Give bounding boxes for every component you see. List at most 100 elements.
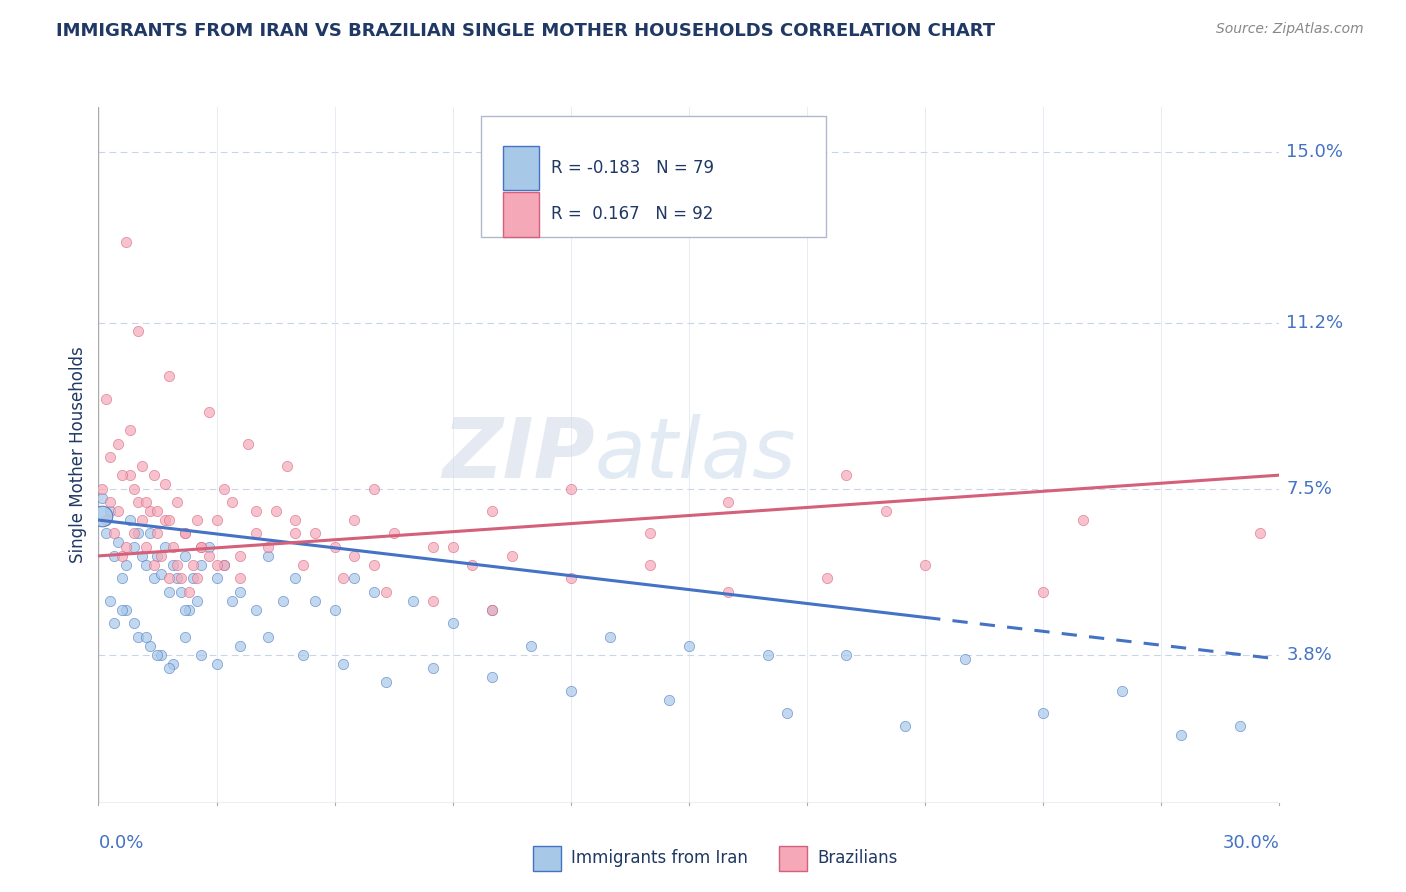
Point: [205, 571, 228, 585]
Text: 7.5%: 7.5%: [1286, 480, 1333, 498]
Text: Brazilians: Brazilians: [817, 849, 897, 867]
Point: [402, 594, 425, 608]
Point: [221, 594, 243, 608]
Point: [135, 495, 157, 509]
Text: Immigrants from Iran: Immigrants from Iran: [571, 849, 748, 867]
Point: [142, 571, 165, 585]
Point: [461, 558, 484, 572]
Point: [122, 526, 145, 541]
Point: [304, 594, 326, 608]
Point: [122, 616, 145, 631]
Point: [155, 540, 177, 554]
Point: [1249, 526, 1271, 541]
Point: [127, 495, 149, 509]
Point: [1032, 584, 1054, 599]
Point: [135, 630, 157, 644]
Text: ZIP: ZIP: [441, 415, 595, 495]
Point: [638, 526, 661, 541]
Point: [190, 540, 212, 554]
Point: [332, 571, 354, 585]
Point: [174, 630, 197, 644]
Point: [157, 513, 180, 527]
Point: [96, 513, 118, 527]
Point: [146, 549, 169, 563]
Point: [197, 549, 219, 563]
Point: [363, 482, 385, 496]
Point: [157, 369, 180, 384]
Point: [146, 526, 169, 541]
Point: [1111, 683, 1133, 698]
Point: [157, 661, 180, 675]
Text: R =  0.167   N = 92: R = 0.167 N = 92: [551, 205, 713, 224]
Point: [363, 558, 385, 572]
Point: [256, 630, 278, 644]
Point: [323, 603, 346, 617]
Point: [186, 571, 208, 585]
Point: [142, 558, 165, 572]
Point: [181, 571, 204, 585]
Point: [264, 504, 287, 518]
Point: [221, 495, 243, 509]
Point: [135, 558, 157, 572]
Point: [1170, 729, 1192, 743]
Point: [115, 558, 138, 572]
Point: [256, 549, 278, 563]
Point: [229, 584, 252, 599]
Y-axis label: Single Mother Households: Single Mother Households: [69, 347, 87, 563]
Point: [157, 571, 180, 585]
Point: [717, 495, 740, 509]
Point: [304, 526, 326, 541]
Point: [131, 513, 153, 527]
Point: [150, 549, 173, 563]
Point: [332, 657, 354, 671]
Point: [658, 692, 681, 706]
Point: [284, 526, 307, 541]
Point: [138, 504, 160, 518]
Point: [177, 603, 200, 617]
Point: [273, 594, 295, 608]
Point: [111, 468, 134, 483]
Point: [155, 513, 177, 527]
Point: [118, 513, 141, 527]
Text: 0.0%: 0.0%: [98, 834, 143, 852]
Point: [236, 436, 259, 450]
Point: [245, 504, 267, 518]
Point: [1071, 513, 1094, 527]
Point: [122, 482, 145, 496]
Point: [170, 571, 193, 585]
Point: [107, 436, 129, 450]
Point: [422, 661, 444, 675]
Point: [245, 526, 267, 541]
Point: [197, 405, 219, 419]
Point: [276, 459, 298, 474]
Point: [560, 482, 582, 496]
Point: [1032, 706, 1054, 720]
Text: 3.8%: 3.8%: [1286, 646, 1333, 664]
Point: [214, 558, 236, 572]
Point: [118, 423, 141, 437]
Point: [166, 571, 188, 585]
Point: [229, 639, 252, 653]
Text: IMMIGRANTS FROM IRAN VS BRAZILIAN SINGLE MOTHER HOUSEHOLDS CORRELATION CHART: IMMIGRANTS FROM IRAN VS BRAZILIAN SINGLE…: [56, 22, 995, 40]
Point: [875, 504, 897, 518]
Text: 11.2%: 11.2%: [1286, 313, 1344, 332]
Point: [91, 508, 114, 523]
Point: [292, 558, 315, 572]
Point: [441, 616, 464, 631]
Point: [174, 526, 197, 541]
Point: [174, 603, 197, 617]
Point: [131, 459, 153, 474]
Point: [103, 526, 125, 541]
Point: [343, 549, 366, 563]
Point: [174, 526, 197, 541]
Point: [894, 719, 917, 733]
Point: [205, 513, 228, 527]
Point: [197, 540, 219, 554]
Point: [138, 526, 160, 541]
Point: [107, 504, 129, 518]
Point: [229, 549, 252, 563]
Point: [229, 571, 252, 585]
Point: [186, 513, 208, 527]
Point: [103, 616, 125, 631]
Point: [776, 706, 799, 720]
